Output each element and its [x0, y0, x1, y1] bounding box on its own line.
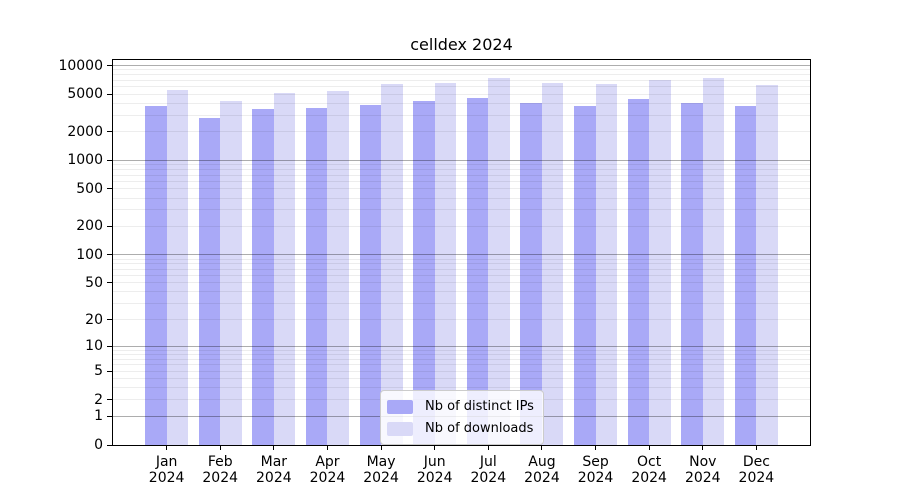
x-tick-nov: [702, 446, 704, 450]
x-tick-sep: [595, 446, 597, 450]
y-tick-label-5000: 5000: [67, 86, 103, 103]
legend-item-downloads: Nb of downloads: [387, 419, 534, 438]
bar-jan-downloads: [166, 90, 189, 445]
bar-dec-distinct-ips: [734, 106, 757, 445]
y-tick-label-500: 500: [76, 180, 103, 197]
y-tick-5000: [107, 93, 112, 95]
y-tick-1000: [107, 159, 112, 161]
bar-feb-downloads: [220, 100, 242, 445]
x-tick-jan: [166, 446, 168, 450]
bar-aug-distinct-ips: [520, 103, 542, 445]
bar-jul-downloads: [488, 78, 510, 445]
chart-title: celldex 2024: [410, 35, 513, 54]
y-tick-200: [107, 225, 112, 227]
bar-nov-distinct-ips: [681, 102, 703, 445]
y-tick-label-1: 1: [94, 408, 103, 425]
bar-sep-downloads: [595, 83, 618, 445]
y-tick-label-2000: 2000: [67, 123, 103, 140]
x-tick-dec: [755, 446, 757, 450]
y-tick-label-10000: 10000: [58, 57, 103, 74]
x-tick-label-apr: Apr 2024: [309, 454, 346, 486]
bar-may-distinct-ips: [359, 104, 382, 445]
y-tick-5: [107, 370, 112, 372]
y-tick-50: [107, 282, 112, 284]
bar-dec-downloads: [756, 84, 778, 445]
x-tick-jun: [434, 446, 436, 450]
x-tick-label-jan: Jan 2024: [148, 454, 185, 486]
x-tick-label-oct: Oct 2024: [631, 454, 667, 486]
bar-mar-distinct-ips: [252, 108, 274, 445]
legend-swatch-downloads: [387, 421, 413, 436]
x-tick-feb: [219, 446, 221, 450]
y-tick-20: [107, 319, 112, 321]
y-tick-label-200: 200: [76, 218, 103, 235]
y-tick-label-10: 10: [85, 338, 103, 355]
x-tick-label-nov: Nov 2024: [684, 454, 721, 486]
x-tick-label-may: May 2024: [363, 454, 399, 486]
bar-sep-distinct-ips: [574, 105, 596, 445]
bar-apr-distinct-ips: [305, 108, 328, 445]
legend-item-distinct-ips: Nb of distinct IPs: [387, 397, 534, 416]
x-tick-may: [380, 446, 382, 450]
legend-label-downloads: Nb of downloads: [425, 421, 534, 436]
y-tick-label-1000: 1000: [67, 152, 103, 169]
y-tick-10000: [107, 65, 112, 66]
y-tick-500: [107, 188, 112, 190]
bar-mar-downloads: [273, 93, 296, 445]
y-tick-2: [107, 399, 112, 401]
legend: Nb of distinct IPs Nb of downloads: [380, 390, 544, 445]
y-tick-label-2: 2: [94, 391, 103, 408]
y-tick-0: [107, 444, 112, 446]
x-tick-label-sep: Sep 2024: [577, 454, 614, 486]
bar-jul-distinct-ips: [466, 97, 489, 445]
bar-jan-distinct-ips: [145, 106, 167, 445]
x-tick-label-mar: Mar 2024: [256, 454, 292, 486]
y-tick-label-20: 20: [85, 311, 103, 328]
bar-jun-distinct-ips: [413, 101, 435, 445]
bar-apr-downloads: [327, 90, 349, 445]
legend-label-distinct-ips: Nb of distinct IPs: [425, 399, 534, 414]
y-tick-1: [107, 415, 112, 417]
bar-jun-downloads: [434, 82, 457, 445]
legend-swatch-distinct-ips: [387, 399, 413, 414]
y-tick-100: [107, 254, 112, 256]
y-tick-label-100: 100: [76, 246, 103, 263]
bar-oct-downloads: [649, 79, 671, 445]
x-tick-label-aug: Aug 2024: [524, 454, 560, 486]
y-tick-2000: [107, 131, 112, 133]
x-tick-aug: [541, 446, 543, 450]
bar-oct-distinct-ips: [627, 99, 650, 445]
bar-may-downloads: [381, 84, 403, 445]
x-tick-oct: [648, 446, 650, 450]
bar-nov-downloads: [702, 77, 725, 445]
y-tick-label-0: 0: [94, 437, 103, 453]
y-tick-10: [107, 345, 112, 347]
bar-feb-distinct-ips: [198, 117, 221, 445]
x-tick-label-jul: Jul 2024: [470, 454, 507, 486]
x-tick-jul: [487, 446, 489, 450]
x-tick-label-dec: Dec 2024: [738, 454, 775, 486]
y-tick-label-5: 5: [94, 363, 103, 380]
bar-aug-downloads: [541, 82, 564, 445]
plot-area: Nb of distinct IPs Nb of downloads: [112, 59, 811, 446]
x-tick-mar: [273, 446, 275, 450]
y-tick-label-50: 50: [85, 274, 103, 291]
x-tick-label-feb: Feb 2024: [202, 454, 239, 486]
x-tick-apr: [326, 446, 328, 450]
x-tick-label-jun: Jun 2024: [416, 454, 453, 486]
bars-layer: [113, 60, 810, 445]
